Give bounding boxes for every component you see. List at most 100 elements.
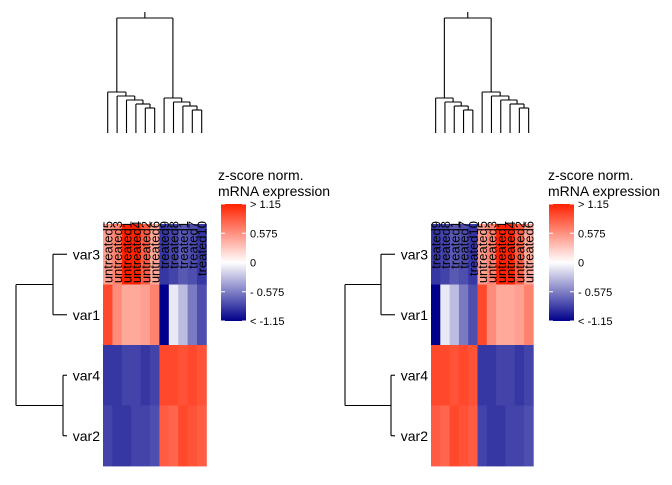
heatmap-cell-var4-treated1	[449, 345, 460, 406]
heatmap-panel-right: var3var1var4var2treated9treated8treated1…	[344, 12, 660, 467]
column-label: untreated3	[484, 221, 499, 283]
heatmap-cell-var3-treated10	[197, 224, 207, 285]
legend-tick-label: - 0.575	[578, 287, 612, 299]
heatmap-cell-var1-untreated3	[112, 284, 123, 346]
legend-tick-label: 0	[250, 258, 256, 270]
column-label: treated8	[438, 221, 453, 269]
heatmap-cell-var1-untreated4	[131, 284, 141, 346]
heatmap-cell-var4-untreated5	[103, 345, 113, 406]
column-dendrogram	[435, 12, 530, 133]
heatmap-cell-var2-treated1	[449, 405, 460, 467]
heatmap-cell-var2-treated8	[440, 405, 450, 467]
heatmap-cell-var2-untreated5	[477, 405, 488, 467]
heatmap-cell-var2-treated1	[178, 405, 188, 467]
heatmap-cell-var4-treated8	[440, 345, 450, 406]
column-label: untreated4	[503, 221, 518, 283]
heatmap-cell-var2-treated7	[187, 405, 198, 467]
column-label: treated1	[447, 221, 462, 269]
legend-tick-label: > 1.15	[578, 199, 609, 211]
heatmap-cell-var1-treated8	[168, 284, 179, 346]
heatmap-cell-var3-treated9	[431, 224, 441, 285]
row-label: var1	[401, 307, 428, 323]
column-dendrogram	[107, 12, 203, 133]
heatmap-cell-var1-untreated2	[514, 284, 525, 346]
column-label: treated1	[176, 221, 191, 269]
heatmap-cell-var1-untreated6	[150, 284, 160, 346]
row-label: var4	[401, 367, 428, 383]
heatmap-cell-var2-treated10	[468, 405, 478, 467]
column-label: treated7	[457, 221, 472, 269]
heatmap-cell-var2-untreated6	[150, 405, 160, 467]
heatmap-cell-var4-treated9	[431, 345, 441, 406]
column-label: treated9	[429, 221, 444, 269]
heatmap-cell-var4-treated9	[159, 345, 170, 406]
heatmap-cell-var3-treated8	[168, 224, 179, 285]
heatmap-cell-var4-treated10	[468, 345, 478, 406]
heatmap-cell-var1-untreated5	[477, 284, 488, 346]
legend-title-line1: z-score norm.	[218, 167, 304, 183]
legend-tick-label: 0	[578, 258, 584, 270]
heatmap-cell-var2-untreated1	[496, 405, 506, 467]
heatmap-cell-var3-treated9	[159, 224, 170, 285]
heatmap-cell-var1-treated7	[458, 284, 469, 346]
column-label: untreated5	[101, 221, 116, 283]
heatmap-cell-var4-treated10	[197, 345, 207, 406]
heatmap-cell-var4-untreated6	[150, 345, 160, 406]
heatmap-cell-var4-treated7	[458, 345, 469, 406]
column-label: untreated2	[138, 221, 153, 283]
legend-colorbar	[549, 204, 574, 321]
row-dendrogram	[15, 253, 67, 437]
heatmap-cell-var1-treated9	[431, 284, 441, 346]
column-label: treated10	[195, 221, 210, 276]
row-label: var4	[73, 367, 100, 383]
heatmap-cell-var1-untreated6	[524, 284, 534, 346]
heatmap-cell-var3-untreated5	[477, 224, 488, 285]
legend-tick-label: < -1.15	[578, 316, 613, 328]
color-legend: z-score norm.mRNA expression> 1.15 0.575 0…	[218, 167, 330, 328]
heatmap-cell-var1-untreated5	[103, 284, 113, 346]
heatmap-cell-var2-untreated5	[103, 405, 113, 467]
legend-tick-label: 0.575	[578, 228, 606, 240]
heatmap-cell-var1-treated1	[449, 284, 460, 346]
heatmap-cell-var4-untreated5	[477, 345, 488, 406]
legend-title-line2: mRNA expression	[218, 183, 330, 199]
heatmap-cell-var1-untreated1	[121, 284, 132, 346]
heatmap-cell-var1-treated10	[468, 284, 478, 346]
heatmap-cell-var1-untreated2	[140, 284, 151, 346]
column-label: treated9	[157, 221, 172, 269]
heatmap-cell-var3-untreated5	[103, 224, 113, 285]
heatmap-cells	[103, 224, 207, 467]
heatmap-cell-var1-untreated4	[505, 284, 516, 346]
heatmap-cell-var2-treated7	[458, 405, 469, 467]
legend-tick-label: > 1.15	[250, 199, 281, 211]
heatmap-cell-var3-untreated3	[112, 224, 123, 285]
heatmap-cell-var1-treated9	[159, 284, 170, 346]
heatmap-cells	[431, 224, 534, 467]
heatmap-cell-var4-untreated2	[140, 345, 151, 406]
heatmap-cell-var4-untreated4	[131, 345, 141, 406]
row-label: var3	[401, 246, 428, 262]
legend-tick-label: < -1.15	[250, 316, 285, 328]
column-label: untreated1	[120, 221, 135, 283]
heatmap-cell-var3-untreated3	[486, 224, 497, 285]
heatmap-cell-var3-untreated6	[524, 224, 534, 285]
heatmap-cell-var1-treated10	[197, 284, 207, 346]
heatmap-cell-var2-untreated1	[121, 405, 132, 467]
heatmap-cell-var1-treated7	[187, 284, 198, 346]
heatmap-cell-var2-untreated3	[486, 405, 497, 467]
column-label: untreated1	[494, 221, 509, 283]
heatmap-cell-var4-untreated2	[514, 345, 525, 406]
heatmap-panel-left: var3var1var4var2untreated5untreated3untr…	[15, 12, 330, 467]
column-label: untreated6	[522, 221, 537, 283]
column-label: treated7	[185, 221, 200, 269]
heatmap-cell-var1-treated8	[440, 284, 450, 346]
row-label: var1	[73, 307, 100, 323]
heatmap-cell-var4-untreated6	[524, 345, 534, 406]
legend-colorbar	[221, 204, 246, 321]
heatmap-cell-var2-treated9	[431, 405, 441, 467]
heatmap-cell-var3-untreated2	[514, 224, 525, 285]
heatmap-cell-var2-treated9	[159, 405, 170, 467]
heatmap-cell-var3-untreated1	[121, 224, 132, 285]
